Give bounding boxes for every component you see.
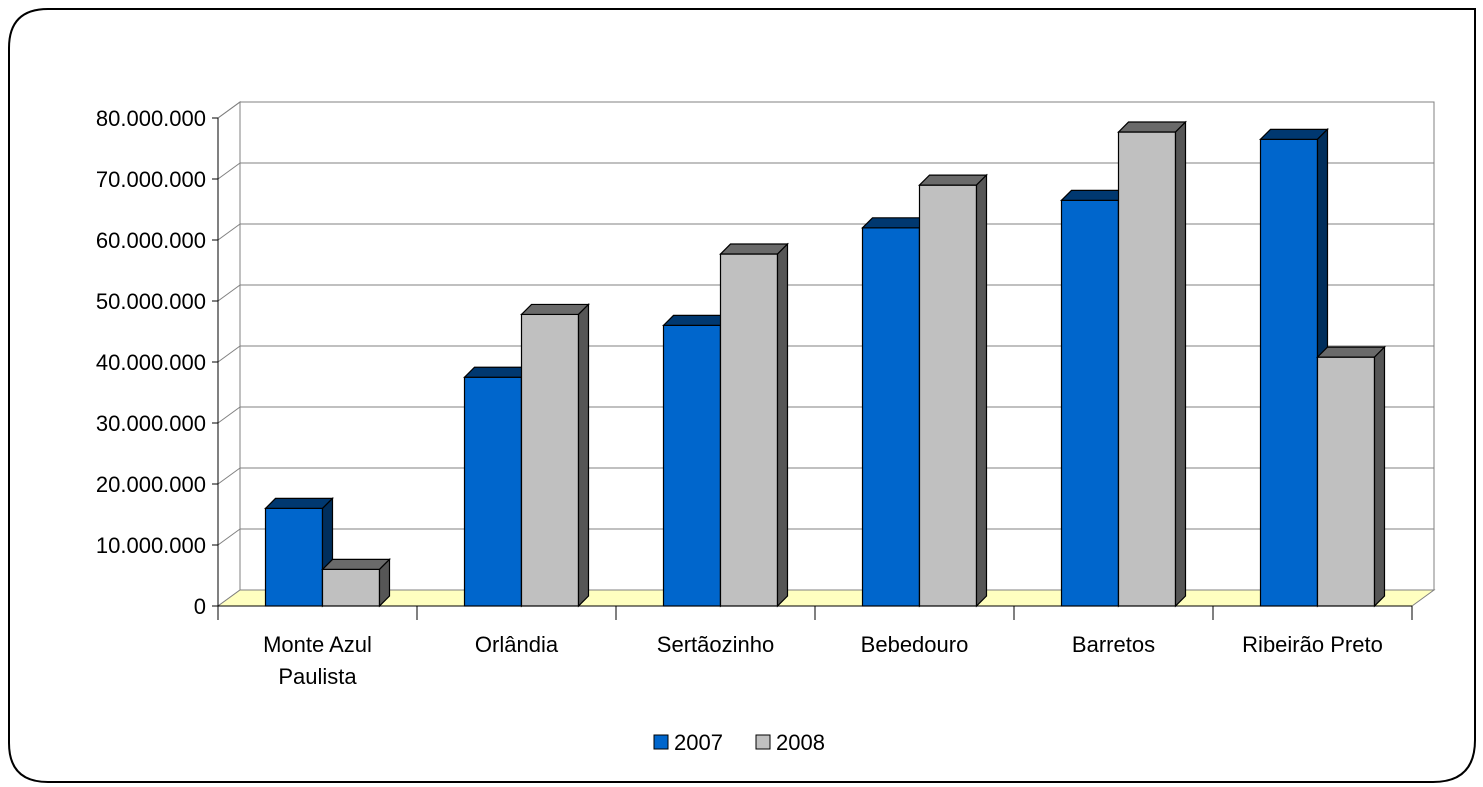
legend-item: 2007 — [653, 730, 723, 755]
gridline-side — [217, 345, 241, 363]
bar-2008 — [719, 242, 789, 608]
bar-side — [1174, 120, 1187, 608]
y-tick-label: 30.000.000 — [96, 411, 206, 436]
bar-2008 — [1316, 345, 1386, 608]
floor — [216, 589, 1436, 607]
gridline-side — [217, 284, 241, 302]
y-tick-label: 70.000.000 — [96, 167, 206, 192]
y-tick-label: 60.000.000 — [96, 228, 206, 253]
y-axis: 0 10.000.000 20.000.000 30.000.000 40.000.00… — [96, 106, 219, 619]
bar-front — [321, 568, 381, 607]
bar-top — [1316, 346, 1386, 358]
bar-2008 — [918, 173, 988, 608]
bar-2008 — [321, 557, 391, 608]
bars — [264, 120, 1386, 608]
bar-front — [719, 253, 779, 607]
bar-front — [1259, 138, 1319, 607]
bar-top — [1117, 121, 1187, 133]
bar-side — [776, 242, 789, 608]
y-tick-label: 0 — [194, 594, 206, 619]
x-tick-label: Barretos — [1072, 632, 1155, 657]
x-tick-label: Orlândia — [475, 632, 559, 657]
bar-front — [662, 324, 722, 607]
bar-top — [719, 243, 789, 255]
bar-top — [1259, 128, 1329, 140]
gridline-side — [217, 406, 241, 424]
gridline-side — [217, 528, 241, 546]
bar-side — [1373, 345, 1386, 608]
y-tick-label: 50.000.000 — [96, 289, 206, 314]
x-axis: Monte Azul Paulista Orlândia Sertãozinho Beb… — [217, 605, 1413, 689]
x-tick-label: Ribeirão Preto — [1242, 632, 1383, 657]
plot-walls — [217, 101, 1435, 607]
x-tick-label: Sertãozinho — [657, 632, 774, 657]
gridline-side — [217, 162, 241, 180]
bar-front — [1117, 131, 1177, 607]
legend: 2007 2008 — [653, 730, 825, 755]
bar-front — [463, 376, 523, 607]
bar-top — [264, 497, 334, 509]
bar-front — [264, 507, 324, 607]
x-tick-label: Monte Azul Paulista — [263, 632, 372, 689]
bar-front — [1060, 199, 1120, 607]
bar-2008 — [1117, 120, 1187, 608]
bar-top — [520, 303, 590, 316]
legend-swatch — [653, 734, 669, 750]
bar-front — [918, 184, 978, 607]
bar-front — [861, 227, 921, 607]
plot-gridlines — [217, 101, 1434, 546]
bar-front — [520, 313, 580, 607]
legend-label: 2007 — [674, 730, 723, 755]
legend-item: 2008 — [755, 730, 825, 755]
gridline-side — [217, 467, 241, 485]
bar-side — [577, 302, 590, 608]
bar-side — [378, 557, 391, 608]
gridline-side — [217, 101, 241, 119]
y-tick-label: 40.000.000 — [96, 350, 206, 375]
bar-top — [918, 174, 988, 186]
bar-2008 — [520, 302, 590, 608]
x-tick-label: Bebedouro — [861, 632, 969, 657]
legend-label: 2008 — [776, 730, 825, 755]
y-tick-label: 80.000.000 — [96, 106, 206, 131]
bar-top — [321, 558, 391, 571]
plot-floor — [216, 589, 1436, 607]
gridline-side — [217, 223, 241, 241]
y-tick-label: 10.000.000 — [96, 533, 206, 558]
bar-front — [1316, 356, 1376, 607]
y-tick-label: 20.000.000 — [96, 472, 206, 497]
bar-2007 — [264, 496, 334, 608]
bar-side — [975, 173, 988, 608]
legend-swatch — [755, 734, 771, 750]
